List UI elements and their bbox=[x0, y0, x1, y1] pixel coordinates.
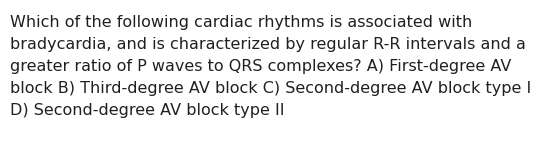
Text: block B) Third-degree AV block C) Second-degree AV block type I: block B) Third-degree AV block C) Second… bbox=[10, 81, 531, 96]
Text: D) Second-degree AV block type II: D) Second-degree AV block type II bbox=[10, 103, 285, 118]
Text: bradycardia, and is characterized by regular R-R intervals and a: bradycardia, and is characterized by reg… bbox=[10, 37, 526, 52]
Text: Which of the following cardiac rhythms is associated with: Which of the following cardiac rhythms i… bbox=[10, 15, 472, 30]
Text: greater ratio of P waves to QRS complexes? A) First-degree AV: greater ratio of P waves to QRS complexe… bbox=[10, 59, 511, 74]
